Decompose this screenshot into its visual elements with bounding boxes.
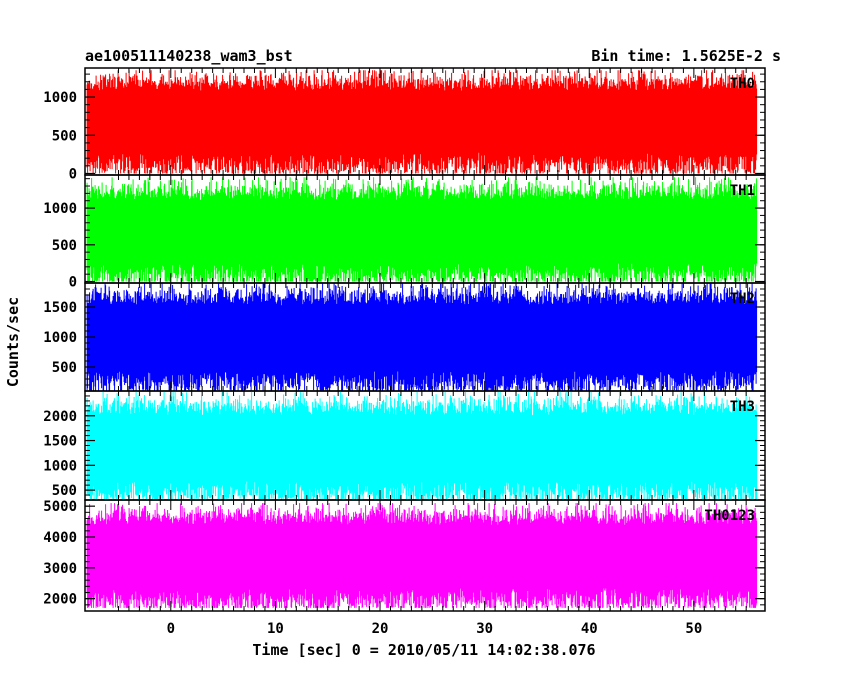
x-tick-label: 30 xyxy=(476,621,493,637)
y-tick-label: 500 xyxy=(52,128,77,144)
y-tick-label: 500 xyxy=(52,238,77,254)
panel-th0123: 2000 3000 4000 5000 TH0123 xyxy=(43,499,766,612)
series-th2 xyxy=(86,283,758,391)
y-tick-label: 1500 xyxy=(43,300,77,316)
panel-th2: 500 1000 1500 TH2 xyxy=(43,282,766,392)
y-tick-label: 5000 xyxy=(43,499,77,515)
series-th0 xyxy=(86,70,758,174)
y-tick-label: 2000 xyxy=(43,592,77,608)
y-tick-label: 500 xyxy=(52,360,77,376)
y-tick-label: 1500 xyxy=(43,434,77,450)
panel-th0: 0 500 1000 TH0 xyxy=(43,67,766,182)
panel-label: TH0 xyxy=(730,76,755,92)
x-axis: 0 10 20 30 40 50 xyxy=(167,621,703,637)
y-tick-label: 0 xyxy=(69,166,77,182)
x-tick-label: 40 xyxy=(581,621,598,637)
x-tick-label: 10 xyxy=(267,621,284,637)
x-tick-label: 20 xyxy=(372,621,389,637)
y-tick-label: 1000 xyxy=(43,90,77,106)
y-tick-label: 3000 xyxy=(43,561,77,577)
y-tick-label: 500 xyxy=(52,483,77,499)
y-tick-label: 2000 xyxy=(43,409,77,425)
x-axis-label: Time [sec] 0 = 2010/05/11 14:02:38.076 xyxy=(252,641,595,659)
series-th3 xyxy=(86,391,758,500)
panel-label: TH1 xyxy=(730,183,755,199)
y-tick-label: 1000 xyxy=(43,330,77,346)
x-tick-label: 0 xyxy=(167,621,175,637)
y-tick-label: 0 xyxy=(69,275,77,291)
panel-th3: 500 1000 1500 2000 TH3 xyxy=(43,390,766,501)
series-th1 xyxy=(86,177,758,282)
panel-label: TH3 xyxy=(730,399,755,415)
y-axis-label: Counts/sec xyxy=(4,297,22,387)
x-tick-label: 50 xyxy=(685,621,702,637)
y-tick-label: 4000 xyxy=(43,530,77,546)
chart-title-left: ae100511140238_wam3_bst xyxy=(85,47,293,65)
panel-th1: 0 500 1000 TH1 xyxy=(43,174,766,291)
panel-label: TH0123 xyxy=(704,508,755,524)
y-tick-label: 1000 xyxy=(43,201,77,217)
y-tick-label: 1000 xyxy=(43,458,77,474)
chart-title-right: Bin time: 1.5625E-2 s xyxy=(591,47,781,65)
series-th0123 xyxy=(86,503,758,608)
panel-label: TH2 xyxy=(730,291,755,307)
panels-group: 0 500 1000 TH0 0 500 1000 TH1 500 1000 1500 TH2 500 1… xyxy=(43,67,766,612)
